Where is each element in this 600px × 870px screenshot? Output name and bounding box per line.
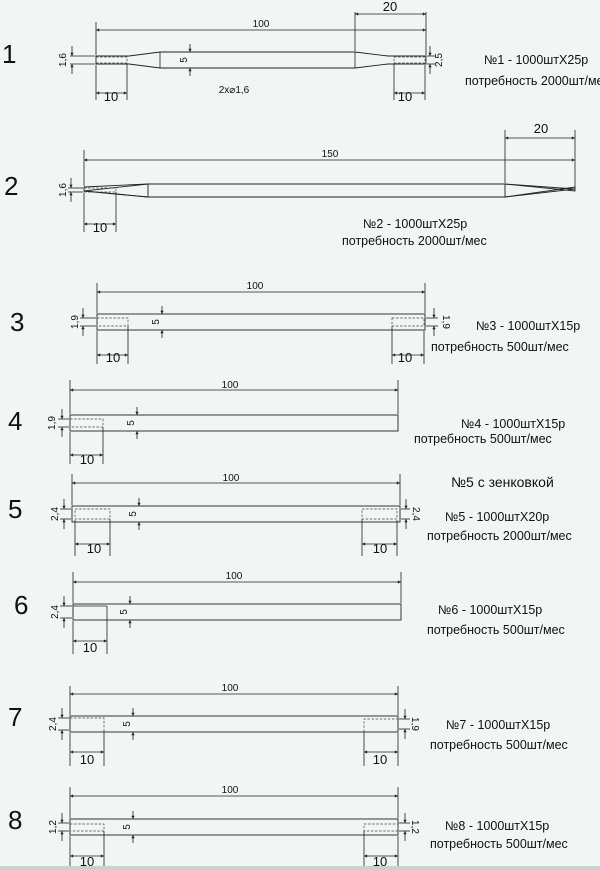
order-text: №3 - 1000штХ15р — [476, 319, 580, 333]
order-text: №6 - 1000штХ15р — [438, 603, 542, 617]
body-diameter-dimension: 5 — [128, 511, 139, 517]
length-dimension: 100 — [226, 571, 243, 582]
part-7-drawing: 7 100 2,4 5 1,9 10 10 №7 - 1000штХ15р по… — [8, 683, 568, 767]
demand-text: потребность 500шт/мес — [430, 837, 568, 851]
left-hole-depth: 10 — [83, 640, 97, 655]
left-diameter-dimension: 1,2 — [48, 820, 59, 834]
right-diameter-dimension: 1,9 — [440, 315, 451, 329]
demand-text: потребность 2000шт/мес — [465, 74, 600, 88]
part-4-drawing: 4 100 1,9 5 10 №4 - 1000штХ15р потребнос… — [8, 380, 565, 467]
demand-text: потребность 500шт/мес — [430, 738, 568, 752]
left-hole-depth: 10 — [80, 752, 94, 767]
left-diameter-dimension: 1,6 — [58, 183, 69, 197]
part-number-label: 4 — [8, 406, 22, 436]
right-diameter-dimension: 1,9 — [409, 717, 420, 731]
demand-text: потребность 2000шт/мес — [427, 529, 572, 543]
body-diameter-dimension: 5 — [126, 420, 137, 426]
demand-text: потребность 2000шт/мес — [342, 234, 487, 248]
order-text: №7 - 1000штХ15р — [446, 718, 550, 732]
part-6-drawing: 6 100 2,4 5 10 №6 - 1000штХ15р потребнос… — [14, 571, 565, 655]
part-number-label: 5 — [8, 494, 22, 524]
length-dimension: 100 — [253, 19, 270, 30]
length-dimension: 100 — [222, 380, 239, 391]
order-text: №8 - 1000штХ15р — [445, 819, 549, 833]
left-diameter-dimension: 1,9 — [47, 416, 58, 430]
right-diameter-dimension: 1,2 — [409, 820, 420, 834]
left-diameter-dimension: 2,4 — [50, 605, 61, 619]
right-diameter-dimension: 2,5 — [434, 53, 445, 67]
order-text: №4 - 1000штХ15р — [461, 417, 565, 431]
length-dimension: 100 — [222, 683, 239, 694]
part-2-drawing: 2 150 20 1,6 10 №2 - 1000штХ25р потребно… — [4, 121, 576, 248]
part-8-drawing: 8 100 1,2 5 1,2 10 10 №8 - 1000штХ15р по… — [8, 785, 568, 869]
length-dimension: 100 — [223, 473, 240, 484]
part-number-label: 3 — [10, 307, 24, 337]
left-diameter-dimension: 1,9 — [70, 315, 81, 329]
right-hole-depth: 10 — [373, 752, 387, 767]
part-3-drawing: 3 100 1,9 5 1,9 10 10 №3 - 1000штХ15р по… — [10, 281, 580, 365]
holes-note: 2х⌀1,6 — [219, 85, 250, 96]
length-dimension: 100 — [247, 281, 264, 292]
part-number-label: 7 — [8, 702, 22, 732]
right-hole-depth: 10 — [398, 350, 412, 365]
left-hole-depth: 10 — [104, 89, 118, 104]
body-diameter-dimension: 5 — [119, 609, 130, 615]
part-number-label: 6 — [14, 590, 28, 620]
left-diameter-dimension: 2,4 — [48, 717, 59, 731]
length-dimension: 100 — [222, 785, 239, 796]
left-diameter-dimension: 2,4 — [50, 507, 61, 521]
order-text: №2 - 1000штХ25р — [363, 217, 467, 231]
taper-dimension: 20 — [534, 121, 548, 136]
left-hole-depth: 10 — [93, 220, 107, 235]
order-text: №1 - 1000штХ25р — [484, 53, 588, 67]
demand-text: потребность 500шт/мес — [427, 623, 565, 637]
right-hole-depth: 10 — [373, 854, 387, 869]
demand-text: потребность 500шт/мес — [431, 340, 569, 354]
part-number-label: 8 — [8, 805, 22, 835]
taper-dimension: 20 — [383, 0, 397, 14]
part-1-drawing: 1 100 20 1,6 5 2,5 10 — [2, 0, 600, 104]
right-hole-depth: 10 — [373, 541, 387, 556]
body-diameter-dimension: 5 — [179, 57, 190, 63]
part-5-header: №5 с зенковкой — [451, 474, 554, 490]
length-dimension: 150 — [322, 149, 339, 160]
bottom-scroll-edge — [0, 866, 600, 870]
part-number-label: 1 — [2, 39, 16, 69]
part-5-drawing: 5 №5 с зенковкой 100 2,4 5 2,4 10 10 №5 … — [8, 473, 572, 556]
order-text: №5 - 1000штХ20р — [445, 510, 549, 524]
demand-text: потребность 500шт/мес — [414, 432, 552, 446]
body-diameter-dimension: 5 — [151, 319, 162, 325]
body-diameter-dimension: 5 — [122, 721, 133, 727]
left-hole-depth: 10 — [80, 854, 94, 869]
right-hole-depth: 10 — [398, 89, 412, 104]
left-hole-depth: 10 — [106, 350, 120, 365]
left-hole-depth: 10 — [87, 541, 101, 556]
right-diameter-dimension: 2,4 — [410, 507, 421, 521]
part-number-label: 2 — [4, 171, 18, 201]
left-hole-depth: 10 — [80, 452, 94, 467]
left-diameter-dimension: 1,6 — [58, 53, 69, 67]
body-diameter-dimension: 5 — [122, 824, 133, 830]
